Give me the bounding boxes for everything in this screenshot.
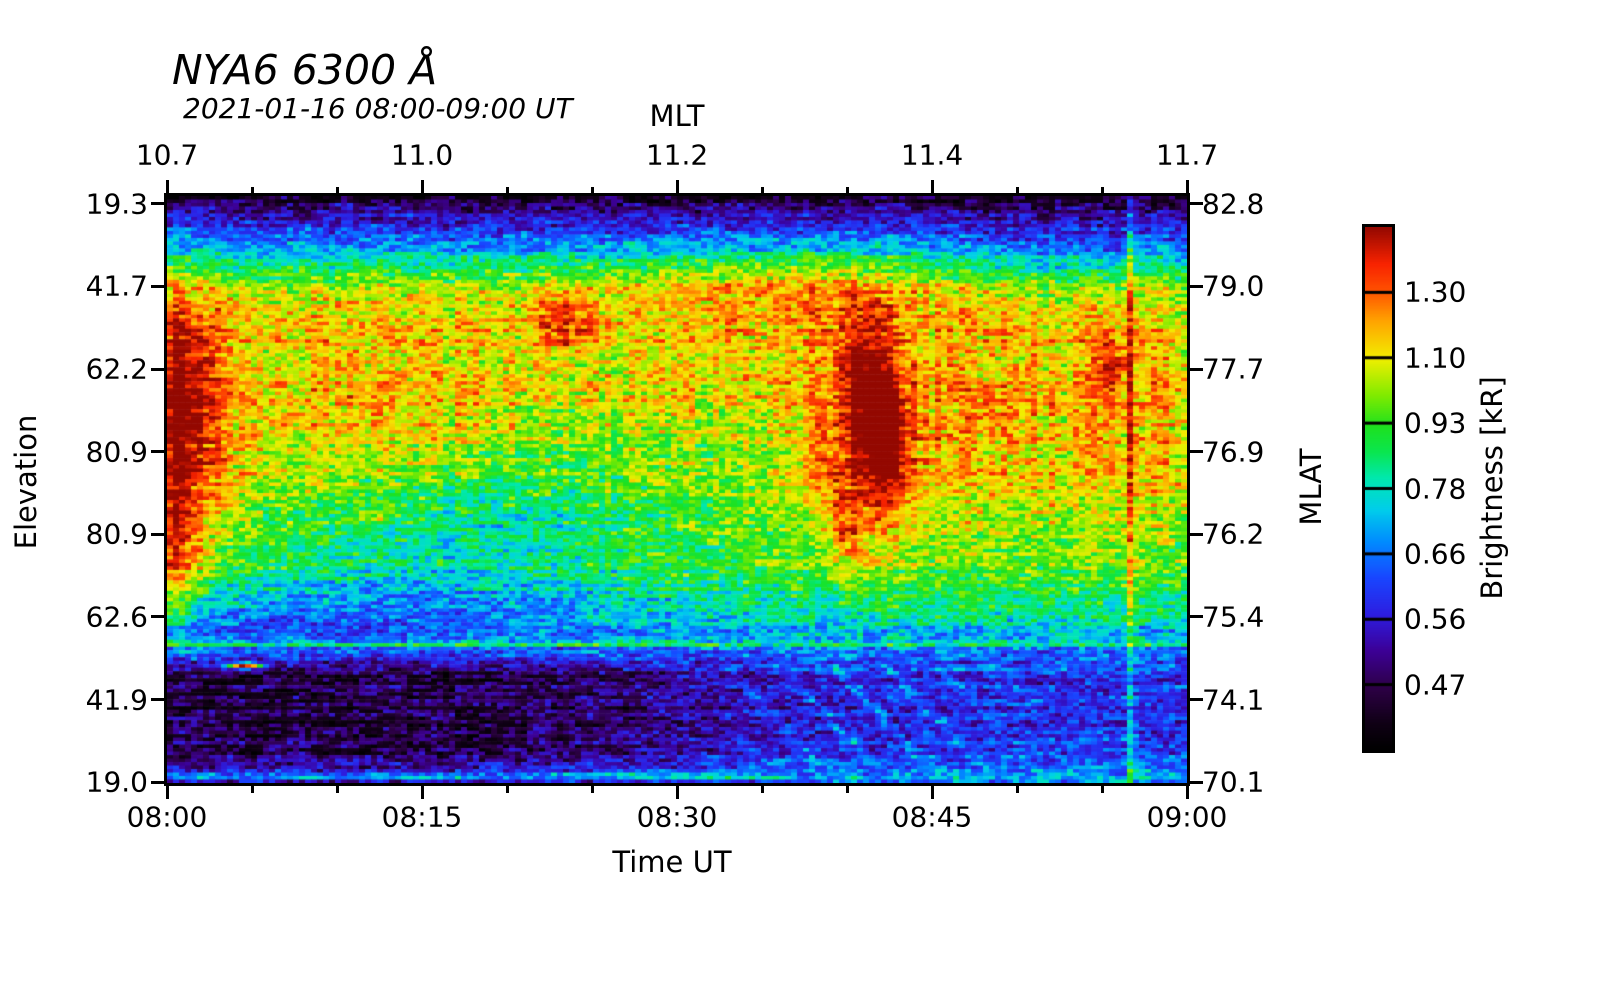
top-axis-tick-label: 11.7 [1155, 138, 1219, 172]
left-axis-tick-label: 19.3 [85, 187, 148, 221]
bottom-axis-tick-label: 08:30 [636, 800, 718, 834]
colorbar-label: Brightness [kR] [1475, 376, 1509, 600]
top-axis-tick [675, 180, 679, 193]
right-axis-tick [1190, 450, 1203, 454]
bottom-axis-tick-label: 08:00 [126, 800, 208, 834]
left-axis-tick-label: 80.9 [85, 435, 148, 469]
left-axis-tick-label: 41.9 [85, 683, 148, 717]
left-axis-tick-label: 62.2 [85, 352, 148, 386]
plot-subtitle: 2021-01-16 08:00-09:00 UT [183, 92, 573, 125]
top-axis-tick [250, 186, 254, 193]
left-axis-tick-label: 41.7 [85, 269, 148, 303]
right-axis-tick-label: 77.7 [1202, 352, 1265, 386]
bottom-axis-tick [930, 786, 934, 799]
left-axis-label: Elevation [9, 414, 43, 550]
right-axis-tick [1190, 698, 1203, 702]
bottom-axis-tick-label: 08:45 [891, 800, 973, 834]
top-axis-tick-label: 11.2 [645, 138, 709, 172]
right-axis-tick-label: 70.1 [1202, 765, 1265, 799]
colorbar-tick-label: 1.10 [1404, 341, 1467, 375]
bottom-axis-tick [760, 786, 764, 793]
plot-title: NYA6 6300 Å [172, 46, 438, 94]
right-axis-tick [1190, 202, 1203, 206]
colorbar-tick-label: 0.78 [1404, 472, 1467, 505]
bottom-axis-tick [335, 786, 339, 793]
top-axis-tick [165, 180, 169, 193]
left-axis-tick-label: 62.6 [85, 600, 148, 634]
colorbar [1365, 227, 1392, 750]
top-axis-label: MLT [649, 99, 705, 133]
right-axis-tick-label: 82.8 [1202, 187, 1265, 221]
top-axis-tick [1185, 180, 1189, 193]
left-axis-tick [151, 367, 164, 371]
right-axis-tick-label: 75.4 [1202, 600, 1265, 634]
bottom-axis-tick [675, 786, 679, 799]
left-axis-tick [151, 450, 164, 454]
bottom-axis-tick [1015, 786, 1019, 793]
right-axis-tick [1190, 780, 1203, 784]
left-axis-tick [151, 615, 164, 619]
left-axis-tick [151, 532, 164, 536]
right-axis-label: MLAT [1294, 448, 1328, 526]
left-axis-tick [151, 284, 164, 288]
bottom-axis-tick [590, 786, 594, 793]
bottom-axis-tick-label: 09:00 [1146, 800, 1228, 834]
right-axis-tick-label: 79.0 [1202, 269, 1265, 303]
bottom-axis-tick [505, 786, 509, 793]
top-axis-tick [1015, 186, 1019, 193]
bottom-axis-label: Time UT [612, 845, 732, 879]
right-axis-tick [1190, 367, 1203, 371]
top-axis-tick [335, 186, 339, 193]
plot-border [164, 193, 1190, 786]
bottom-axis-tick [1185, 786, 1189, 799]
right-axis-tick [1190, 615, 1203, 619]
right-axis-tick-label: 76.9 [1202, 435, 1265, 469]
top-axis-tick [1100, 186, 1104, 193]
colorbar-border [1362, 224, 1395, 753]
bottom-axis-tick-label: 08:15 [381, 800, 463, 834]
right-axis-tick [1190, 284, 1203, 288]
left-axis-tick [151, 698, 164, 702]
top-axis-tick [505, 186, 509, 193]
left-axis-tick [151, 202, 164, 206]
top-axis-tick [930, 180, 934, 193]
right-axis-tick [1190, 532, 1203, 536]
colorbar-tick-label: 0.56 [1404, 602, 1467, 636]
top-axis-tick [590, 186, 594, 193]
bottom-axis-tick [845, 786, 849, 793]
left-axis-tick-label: 19.0 [85, 765, 148, 799]
bottom-axis-tick [165, 786, 169, 799]
bottom-axis-tick [250, 786, 254, 793]
top-axis-tick [420, 180, 424, 193]
bottom-axis-tick [1100, 786, 1104, 793]
right-axis-tick-label: 76.2 [1202, 517, 1265, 551]
colorbar-tick-label: 0.47 [1404, 668, 1467, 702]
top-axis-tick-label: 11.0 [390, 138, 454, 172]
keogram-heatmap [167, 196, 1187, 783]
right-axis-tick-label: 74.1 [1202, 683, 1265, 717]
colorbar-tick-label: 0.66 [1404, 537, 1467, 571]
top-axis-tick-label: 10.7 [135, 138, 199, 172]
top-axis-tick [845, 186, 849, 193]
top-axis-tick [760, 186, 764, 193]
top-axis-tick-label: 11.4 [900, 138, 964, 172]
bottom-axis-tick [420, 786, 424, 799]
left-axis-tick-label: 80.9 [85, 517, 148, 551]
left-axis-tick [151, 780, 164, 784]
colorbar-tick-label: 0.93 [1404, 406, 1467, 440]
colorbar-tick-label: 1.30 [1404, 275, 1467, 309]
